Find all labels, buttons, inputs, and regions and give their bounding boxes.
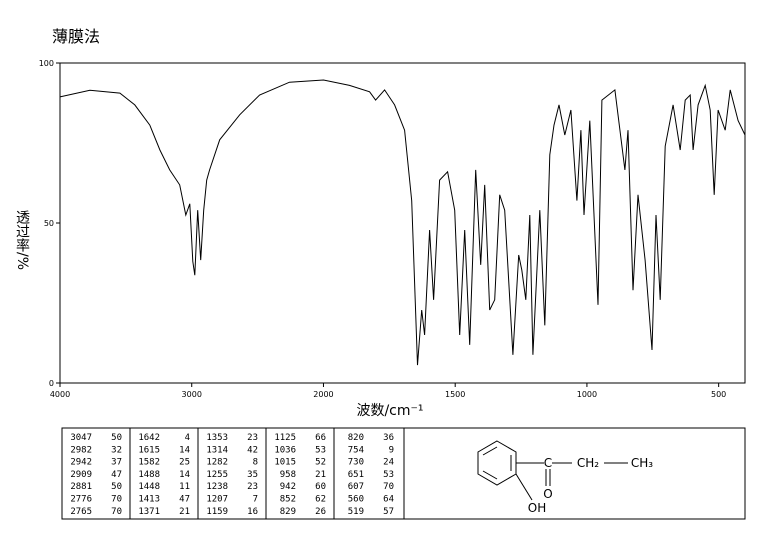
atom-label: OH	[528, 501, 546, 515]
x-tick-label: 500	[711, 390, 726, 399]
peak-transmittance: 23	[247, 433, 258, 443]
peak-wavenumber: 958	[280, 470, 296, 480]
peak-transmittance: 53	[383, 470, 394, 480]
peak-transmittance: 57	[383, 507, 394, 517]
peak-wavenumber: 754	[348, 445, 364, 455]
atom-label: O	[543, 487, 552, 501]
peak-transmittance: 26	[315, 507, 326, 517]
peak-transmittance: 53	[315, 445, 326, 455]
peak-transmittance: 21	[179, 507, 190, 517]
peak-wavenumber: 1582	[138, 458, 160, 468]
peak-wavenumber: 2909	[70, 470, 92, 480]
peak-transmittance: 62	[315, 495, 326, 505]
peak-transmittance: 35	[247, 470, 258, 480]
atom-label: CH₂	[577, 456, 599, 470]
chart-title: 薄膜法	[52, 27, 100, 46]
x-tick-label: 2000	[313, 390, 333, 399]
peak-transmittance: 16	[247, 507, 258, 517]
y-axis-label: 透过率/%	[14, 210, 30, 270]
bond	[482, 446, 498, 456]
x-axis-label: 波数/cm⁻¹	[356, 403, 423, 419]
peak-wavenumber: 560	[348, 495, 364, 505]
peak-transmittance: 52	[315, 458, 326, 468]
peak-wavenumber: 3047	[70, 433, 92, 443]
peak-transmittance: 4	[185, 433, 190, 443]
peak-transmittance: 42	[247, 445, 258, 455]
peak-transmittance: 9	[389, 445, 394, 455]
peak-wavenumber: 2765	[70, 507, 92, 517]
peak-wavenumber: 1413	[138, 495, 160, 505]
x-tick-label: 4000	[50, 390, 70, 399]
x-tick-label: 1000	[577, 390, 597, 399]
peak-wavenumber: 1371	[138, 507, 160, 517]
peak-wavenumber: 1353	[206, 433, 228, 443]
y-tick-label: 100	[39, 59, 54, 68]
spectrum-line	[59, 79, 746, 366]
peak-transmittance: 7	[253, 495, 258, 505]
y-tick-label: 0	[49, 379, 54, 388]
benzene-ring	[477, 440, 517, 486]
peak-transmittance: 11	[179, 482, 190, 492]
peak-wavenumber: 651	[348, 470, 364, 480]
peak-transmittance: 14	[179, 445, 190, 455]
peak-wavenumber: 1255	[206, 470, 228, 480]
peak-transmittance: 66	[315, 433, 326, 443]
plot-frame	[59, 62, 746, 384]
peak-wavenumber: 852	[280, 495, 296, 505]
peak-transmittance: 14	[179, 470, 190, 480]
peak-wavenumber: 730	[348, 458, 364, 468]
peak-transmittance: 70	[383, 482, 394, 492]
peak-transmittance: 25	[179, 458, 190, 468]
peak-wavenumber: 2942	[70, 458, 92, 468]
bond	[482, 470, 498, 480]
peak-wavenumber: 1282	[206, 458, 228, 468]
peak-wavenumber: 2776	[70, 495, 92, 505]
peak-wavenumber: 519	[348, 507, 364, 517]
x-tick-label: 1500	[445, 390, 465, 399]
peak-transmittance: 36	[383, 433, 394, 443]
peak-wavenumber: 1488	[138, 470, 160, 480]
peak-transmittance: 32	[111, 445, 122, 455]
atom-label: C	[544, 456, 552, 470]
peak-wavenumber: 1615	[138, 445, 160, 455]
bond	[515, 473, 533, 501]
structure	[477, 440, 628, 501]
peak-wavenumber: 1159	[206, 507, 228, 517]
peak-wavenumber: 607	[348, 482, 364, 492]
peak-wavenumber: 1207	[206, 495, 228, 505]
peak-wavenumber: 1448	[138, 482, 160, 492]
peak-wavenumber: 1015	[274, 458, 296, 468]
peak-transmittance: 8	[253, 458, 258, 468]
peak-transmittance: 47	[111, 470, 122, 480]
peak-transmittance: 37	[111, 458, 122, 468]
peak-transmittance: 64	[383, 495, 394, 505]
y-tick-label: 50	[44, 219, 54, 228]
atom-label: CH₃	[631, 456, 653, 470]
x-tick-label: 3000	[182, 390, 202, 399]
peak-transmittance: 60	[315, 482, 326, 492]
peak-transmittance: 70	[111, 495, 122, 505]
peak-transmittance: 50	[111, 433, 122, 443]
peak-transmittance: 23	[247, 482, 258, 492]
peak-transmittance: 21	[315, 470, 326, 480]
peak-wavenumber: 1314	[206, 445, 228, 455]
peak-wavenumber: 1036	[274, 445, 296, 455]
peak-wavenumber: 1642	[138, 433, 160, 443]
peak-transmittance: 24	[383, 458, 394, 468]
peak-wavenumber: 942	[280, 482, 296, 492]
peak-transmittance: 50	[111, 482, 122, 492]
peak-wavenumber: 2881	[70, 482, 92, 492]
peak-wavenumber: 2982	[70, 445, 92, 455]
peak-wavenumber: 820	[348, 433, 364, 443]
peak-wavenumber: 1125	[274, 433, 296, 443]
peak-wavenumber: 1238	[206, 482, 228, 492]
peak-transmittance: 70	[111, 507, 122, 517]
peak-transmittance: 47	[179, 495, 190, 505]
peak-wavenumber: 829	[280, 507, 296, 517]
